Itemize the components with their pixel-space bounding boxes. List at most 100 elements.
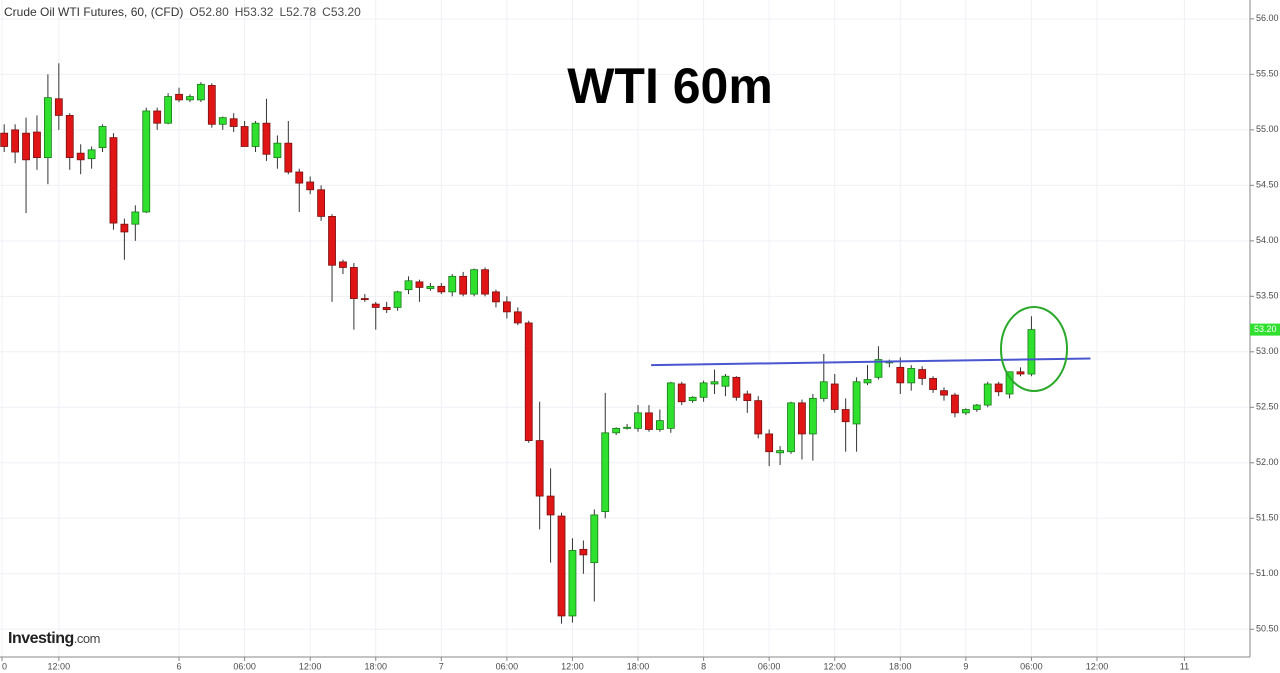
y-tick-label: 55.50 (1256, 69, 1279, 79)
x-tick-label: 12:00 (48, 661, 71, 671)
candle-body (710, 381, 719, 385)
legend-header: Crude Oil WTI Futures, 60, (CFD) O52.80 … (4, 5, 361, 19)
candle-body (317, 189, 326, 217)
logo-domain: .com (73, 631, 101, 646)
y-tick-label: 52.00 (1256, 457, 1279, 467)
last-price-label: 53.20 (1254, 324, 1277, 334)
candle-body (612, 427, 621, 434)
ohlc-low: L52.78 (279, 5, 317, 19)
logo-domain-text: com (76, 631, 101, 646)
candle-body (186, 96, 194, 101)
trendline (651, 357, 1091, 367)
candle-body (22, 132, 30, 161)
x-tick-label: 0 (2, 661, 7, 671)
candle-body (470, 269, 478, 295)
candle-body (229, 118, 238, 127)
candle-body (175, 93, 183, 101)
x-tick-label: 12:00 (823, 661, 846, 671)
candle-body (306, 181, 315, 191)
y-tick-label: 53.00 (1256, 346, 1279, 356)
candle-body (557, 515, 566, 617)
candle-body (415, 281, 424, 288)
x-tick-label: 06:00 (758, 661, 781, 671)
x-tick-label: 06:00 (1020, 661, 1043, 671)
candle-body (0, 132, 9, 147)
ohlc-open: O52.80 (189, 5, 229, 19)
candle-body (76, 152, 85, 161)
candle-body (65, 115, 74, 158)
x-tick-label: 7 (439, 661, 444, 671)
highlight-ellipse (1000, 306, 1068, 392)
candle-body (940, 390, 948, 396)
y-tick-label: 54.50 (1256, 180, 1279, 190)
x-tick-label: 11 (1180, 661, 1189, 671)
y-tick-label: 55.00 (1256, 124, 1279, 134)
candle-body (164, 96, 173, 124)
x-tick-label: 12:00 (561, 661, 584, 671)
candle-body (98, 126, 107, 149)
candle-body (677, 383, 686, 403)
candle-body (579, 548, 588, 556)
ohlc-high: H53.32 (234, 5, 274, 19)
candle-body (109, 137, 118, 224)
candle-body (131, 211, 140, 225)
candle-body (207, 85, 216, 125)
x-tick-label: 12:00 (299, 661, 322, 671)
candle-body (1027, 329, 1036, 375)
candle-body (655, 420, 664, 430)
candle-body (54, 98, 63, 116)
candle-body (437, 285, 446, 293)
candle-body (404, 280, 413, 291)
x-tick-label: 06:00 (496, 661, 519, 671)
chart-title: WTI 60m (567, 58, 773, 114)
candle-body (972, 404, 981, 410)
ohlc-close: C53.20 (322, 5, 361, 19)
candle-body (666, 382, 675, 429)
candle-body (918, 369, 927, 379)
candle-body (524, 322, 533, 441)
candle-body (874, 359, 883, 378)
candle-body (360, 298, 369, 301)
candle-body (787, 402, 795, 453)
candle-body (262, 122, 271, 155)
candle-body (448, 275, 457, 293)
candle-body (87, 149, 96, 160)
x-tick-label: 9 (963, 661, 968, 671)
y-tick-label: 51.50 (1256, 513, 1279, 523)
candle-body (568, 550, 577, 617)
candle-body (743, 393, 752, 402)
candle-body (841, 409, 850, 423)
candle-body (459, 275, 468, 295)
candle-body (852, 381, 861, 425)
candle-body (382, 307, 391, 311)
x-tick-label: 8 (701, 661, 706, 671)
last-price-box (1250, 323, 1280, 336)
x-tick-label: 18:00 (627, 661, 650, 671)
x-tick-label: 12:00 (1086, 661, 1109, 671)
candle-body (601, 432, 610, 513)
symbol-label: Crude Oil WTI Futures, 60, (CFD) (4, 5, 184, 19)
candle-body (830, 383, 839, 410)
candle-body (776, 450, 784, 454)
candle-body (808, 398, 817, 435)
y-tick-label: 52.50 (1256, 402, 1279, 412)
candle-body (295, 171, 304, 184)
candle-body (688, 396, 697, 402)
candle-body (634, 412, 642, 429)
candle-body (961, 409, 970, 414)
candle-body (328, 216, 336, 266)
candle-body (251, 122, 260, 147)
candle-body (590, 514, 599, 564)
x-tick-label: 18:00 (364, 661, 387, 671)
candle-body (153, 110, 162, 124)
y-tick-label: 50.50 (1256, 624, 1279, 634)
candle-body (240, 126, 249, 147)
candle-body (33, 131, 41, 158)
x-tick-label: 6 (177, 661, 182, 671)
candle-body (819, 381, 828, 399)
candle-body (721, 375, 730, 387)
candle-body (481, 269, 489, 295)
candle-body (535, 440, 544, 497)
candle-body (907, 368, 916, 384)
